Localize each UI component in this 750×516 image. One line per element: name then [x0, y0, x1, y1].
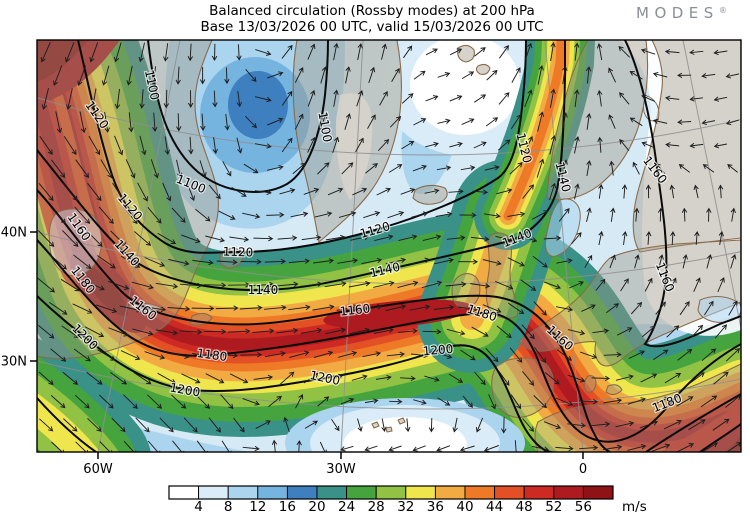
colorbar-cell: [553, 485, 584, 500]
colorbar-unit: m/s: [622, 499, 647, 515]
colorbar-cell: [346, 485, 377, 500]
coast-svalbard: [457, 44, 491, 75]
colorbar-tick-label: 8: [224, 499, 233, 515]
contour-label: 1100: [142, 69, 162, 102]
y-tick-label: 30N: [1, 355, 27, 370]
hudson-bay: [48, 208, 103, 276]
colorbar-cell: [198, 485, 229, 500]
colorbar-tick-label: 4: [194, 499, 203, 515]
coast-africa: [534, 363, 741, 452]
wind-vector-field: [37, 41, 741, 452]
chart-subtitle: Base 13/03/2026 00 UTC, valid 15/03/2026…: [200, 19, 543, 35]
coast-greenland: [292, 40, 402, 243]
azores-islands: [371, 417, 406, 433]
baltic-sea: [545, 198, 581, 257]
coast-sardinia: [583, 375, 597, 393]
colorbar-frame: [168, 485, 614, 500]
contour-label: 1140: [248, 283, 279, 297]
wind-arrows-path: [37, 41, 741, 452]
colorbar-cell: [434, 485, 466, 500]
modes-logo: MODES®: [636, 4, 727, 22]
bottom-left-corner-bands: [37, 337, 151, 452]
davis-strait-blue-core2: [228, 71, 288, 139]
colorbar-cell: [582, 485, 614, 500]
colorbar-cell: [375, 485, 407, 500]
chart-title: Balanced circulation (Rossby modes) at 2…: [209, 3, 535, 19]
colorbar-tick-label: 36: [427, 499, 444, 515]
colorbar-tick-label: 32: [397, 499, 414, 515]
contour-label: 1200: [169, 380, 202, 399]
x-tick-label: 60W: [83, 462, 113, 477]
colorbar-cell: [405, 485, 436, 500]
colorbar-tick-label: 52: [545, 499, 562, 515]
coast-sicily: [605, 384, 623, 396]
coast-newfoundland: [219, 247, 245, 269]
modes-logo-text: MODES: [636, 4, 719, 22]
colorbar-cell: [523, 485, 555, 500]
coast-iberia: [491, 357, 555, 418]
y-axis-ticks: 40N 30N: [1, 226, 37, 370]
colorbar-tick-label: 12: [249, 499, 266, 515]
colorbar-tick-label: 20: [308, 499, 325, 515]
colorbar-tick-label: 44: [486, 499, 503, 515]
colorbar-cell: [464, 485, 496, 500]
contour-label: 1160: [339, 301, 371, 318]
y-tick-label: 40N: [1, 226, 27, 241]
coast-europe: [518, 239, 741, 367]
colorbar-cell: [494, 485, 525, 500]
x-tick-label: 0: [579, 462, 587, 477]
contour-label: 1180: [196, 346, 228, 364]
x-tick-label: 30W: [326, 462, 356, 477]
map-frame: [36, 39, 742, 453]
colorbar-cell: [168, 485, 200, 500]
calm-regions: [285, 40, 741, 452]
colorbar-cell: [286, 485, 318, 500]
contour-label: 1200: [422, 342, 454, 359]
colorbar-tick-label: 28: [368, 499, 385, 515]
colorbar-tick-label: 16: [279, 499, 296, 515]
modes-logo-registered-mark: ®: [719, 6, 727, 15]
colorbar: 4 8 12 16 20 24 28 32 36 40 44 48 52 56: [168, 485, 614, 515]
colorbar-cell: [227, 485, 259, 500]
map-plot-area: 1100112011001100112011601140118011601200…: [37, 40, 741, 452]
contour-lines: [37, 40, 741, 452]
colorbar-tick-label: 48: [516, 499, 533, 515]
colorbar-tick-label: 56: [575, 499, 592, 515]
jet-max-cores: [37, 40, 741, 452]
coast-scandinavia: [546, 40, 649, 201]
coast-iceland: [412, 184, 448, 205]
colorbar-cell: [257, 485, 288, 500]
colorbar-tick-label: 40: [456, 499, 473, 515]
colorbar-tick-label: 24: [338, 499, 355, 515]
coast-russia: [632, 40, 741, 253]
norway-jet-bands: [417, 40, 596, 373]
x-axis-ticks: 60W 30W 0: [83, 452, 587, 477]
contour-label: 1100: [315, 111, 334, 144]
contour-label: 1120: [222, 244, 253, 259]
colorbar-cell: [316, 485, 348, 500]
